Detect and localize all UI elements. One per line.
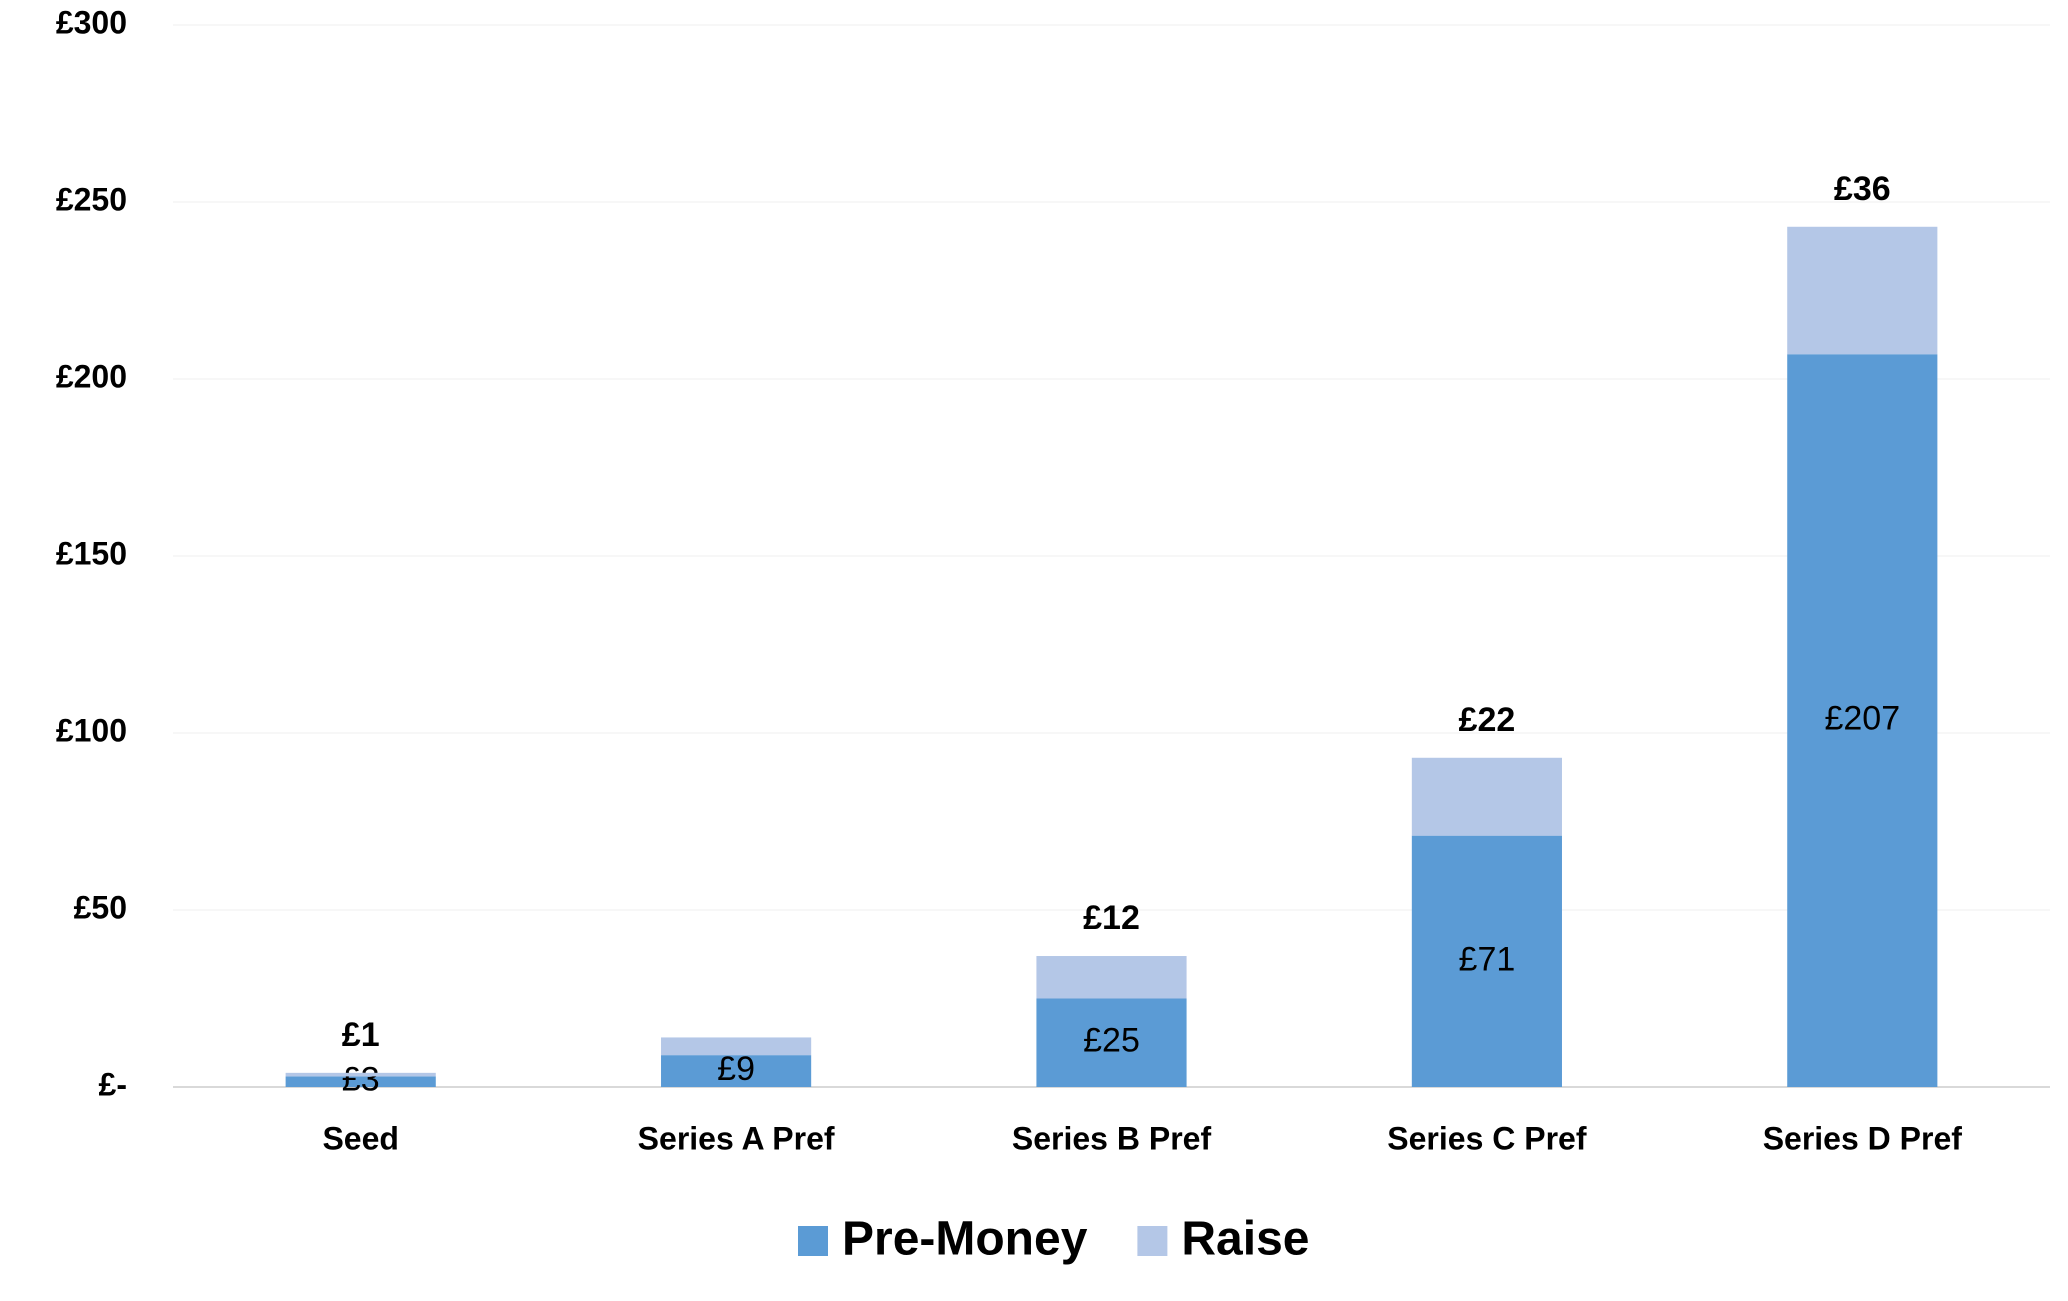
bar-segment: [1787, 226, 1938, 355]
bar-segment: [1787, 354, 1938, 1088]
x-tick-label: Series C Pref: [1387, 1120, 1587, 1156]
x-tick-label: Series D Pref: [1763, 1120, 1963, 1156]
legend-swatch: [798, 1226, 828, 1256]
legend-swatch: [1137, 1226, 1168, 1256]
bar-segment: [285, 1076, 436, 1087]
value-label: £3: [342, 1061, 380, 1099]
y-tick-label: £150: [56, 535, 127, 571]
y-tick-label: £300: [56, 4, 127, 40]
value-label: £9: [717, 1050, 755, 1088]
bar-segment: [661, 1055, 812, 1087]
legend-label: Raise: [1181, 1213, 1309, 1266]
legend-label: Pre-Money: [842, 1213, 1088, 1266]
y-tick-label: £200: [56, 358, 127, 394]
x-tick-label: Seed: [322, 1120, 398, 1156]
bar-segment: [1411, 835, 1562, 1087]
bar-segment: [285, 1072, 436, 1077]
value-label: £25: [1083, 1022, 1140, 1060]
y-tick-label: £100: [56, 712, 127, 748]
value-label: £22: [1459, 701, 1516, 739]
x-tick-label: Series B Pref: [1012, 1120, 1212, 1156]
x-tick-label: Series A Pref: [638, 1120, 835, 1156]
y-tick-label: £50: [74, 889, 127, 925]
y-tick-label: £-: [99, 1066, 127, 1102]
value-label: £36: [1834, 170, 1891, 208]
y-tick-label: £250: [56, 181, 127, 217]
value-label: £71: [1459, 940, 1516, 978]
bar-segment: [1036, 956, 1187, 999]
bar-segment: [661, 1037, 812, 1056]
value-label: £1: [342, 1016, 380, 1054]
bar-segment: [1036, 998, 1187, 1087]
bar-segment: [1411, 757, 1562, 836]
value-label: £12: [1083, 899, 1140, 937]
value-label: £207: [1824, 700, 1900, 738]
